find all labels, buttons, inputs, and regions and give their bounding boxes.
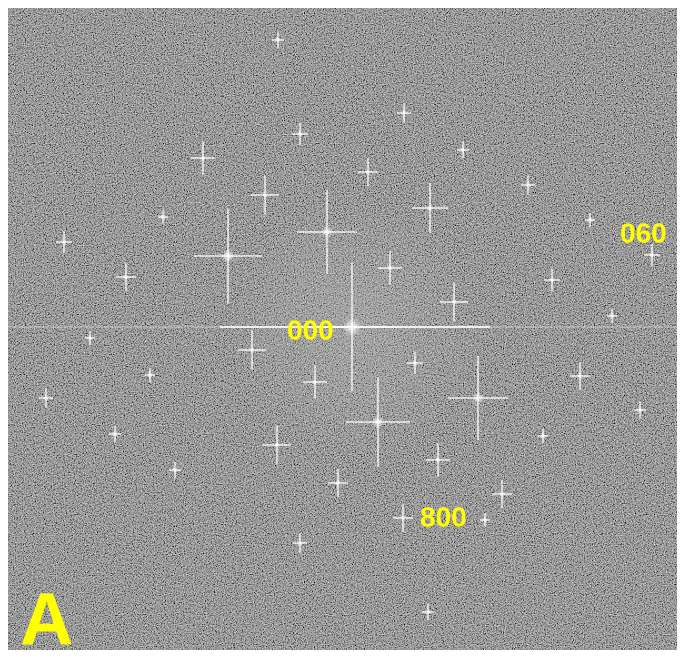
spot bbox=[321, 226, 333, 238]
spot bbox=[649, 252, 655, 258]
spot bbox=[577, 373, 583, 379]
spot bbox=[372, 416, 385, 429]
spot bbox=[87, 335, 93, 341]
spot bbox=[587, 217, 593, 223]
spot bbox=[112, 431, 118, 437]
spot bbox=[540, 433, 546, 439]
spot bbox=[275, 37, 281, 43]
label-000: 000 bbox=[287, 314, 334, 345]
spot bbox=[472, 392, 484, 404]
spot bbox=[297, 131, 303, 137]
spot bbox=[61, 239, 67, 245]
spot bbox=[482, 517, 488, 523]
spot bbox=[401, 110, 407, 116]
spot bbox=[160, 214, 166, 220]
spot bbox=[249, 347, 255, 353]
spot bbox=[400, 515, 406, 521]
spot bbox=[43, 395, 49, 401]
spot bbox=[297, 540, 303, 546]
spot bbox=[426, 204, 433, 211]
spot bbox=[412, 360, 418, 366]
spot bbox=[460, 147, 466, 153]
spot bbox=[549, 277, 555, 283]
spot bbox=[262, 192, 268, 198]
spot bbox=[365, 169, 371, 175]
diffraction-image: 060 000 800 A bbox=[0, 0, 685, 658]
spot bbox=[147, 372, 153, 378]
spot bbox=[425, 609, 431, 615]
spot bbox=[525, 182, 531, 188]
spot bbox=[499, 491, 505, 497]
spot bbox=[123, 274, 129, 280]
spot bbox=[451, 299, 457, 305]
spot bbox=[274, 442, 280, 448]
spot bbox=[172, 467, 178, 473]
spot bbox=[312, 379, 318, 385]
spot bbox=[435, 457, 441, 463]
page: {"labels": {"spot_060": "060", "spot_000… bbox=[0, 0, 685, 658]
label-panel: A bbox=[20, 578, 73, 658]
spot bbox=[335, 480, 341, 486]
spot bbox=[609, 313, 615, 319]
label-800: 800 bbox=[420, 501, 467, 532]
spot bbox=[221, 249, 235, 263]
spot bbox=[637, 407, 643, 413]
spot bbox=[200, 155, 206, 161]
spot bbox=[387, 265, 393, 271]
spot bbox=[343, 318, 361, 336]
label-060: 060 bbox=[620, 217, 667, 248]
